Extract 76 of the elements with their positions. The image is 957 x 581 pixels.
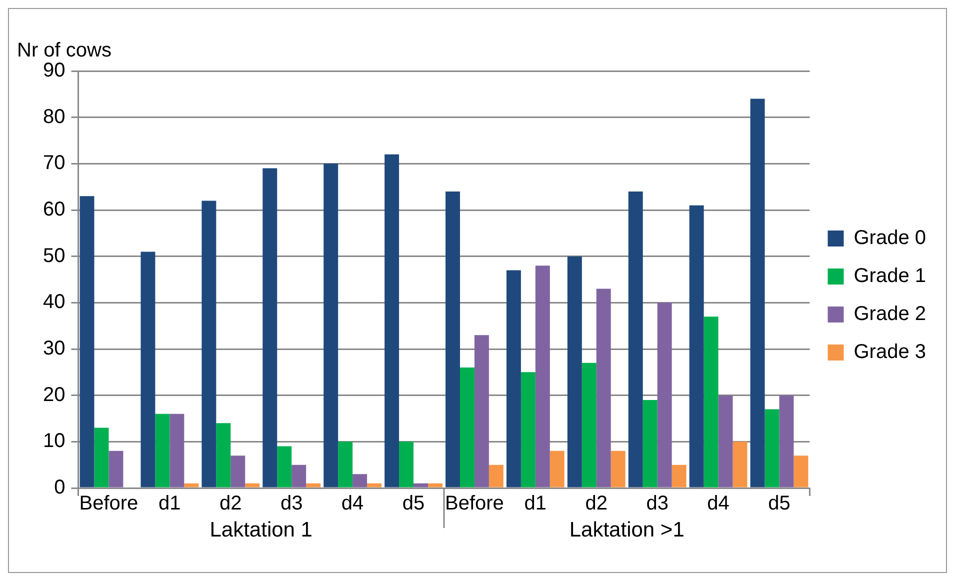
bar [108,450,124,488]
bar [535,266,550,488]
bar [155,414,170,488]
bar [446,191,460,488]
bar [352,474,368,488]
bar [460,368,474,488]
bar [474,335,489,488]
bar [764,409,780,488]
x-tick-label: Before [445,492,504,515]
bar [718,395,733,488]
y-tick-label: 50 [42,244,66,267]
text: Laktation 1 [210,518,312,542]
x-tick-label: Before [79,492,138,515]
bar [414,483,428,488]
legend-label: Grade 3 [854,341,926,364]
x-tick-label: d2 [220,492,242,515]
bar [94,428,109,488]
bar [277,446,292,488]
legend-label: Grade 2 [854,303,926,326]
text: Laktation >1 [569,518,684,542]
bar [689,205,704,488]
bar [567,256,582,488]
bar [292,464,306,488]
bar [338,442,353,488]
x-tick-label: d3 [646,492,668,515]
y-tick-label: 90 [42,60,66,82]
bar [506,270,521,488]
bar [657,302,672,488]
y-axis-title: Nr of cows [17,40,112,62]
bar [262,168,278,488]
bar [324,164,338,488]
bar [582,362,596,488]
bar [779,395,794,488]
bar [170,414,184,488]
bar [750,98,765,488]
bar [230,456,246,488]
bar [704,316,718,488]
bar [184,483,199,488]
bar [628,191,643,488]
bar [140,252,156,488]
y-tick-label: 20 [42,384,66,406]
x-tick-label: d3 [280,492,303,515]
bar [367,483,382,488]
x-tick-label: d4 [707,492,730,515]
bar [520,372,536,488]
y-tick-label: 80 [42,106,66,128]
y-tick-label: 60 [42,198,66,221]
bar [245,483,260,488]
bar [202,200,216,488]
bar [488,464,504,488]
bar [80,196,94,488]
y-tick-label: 10 [42,430,66,452]
bar [216,423,231,488]
bar [596,288,611,488]
legend-label: Grade 1 [854,265,926,288]
bar [550,450,564,488]
y-tick-label: 30 [42,338,66,360]
bar [732,442,748,488]
bar [399,442,414,488]
bar [672,464,686,488]
bar [642,400,658,488]
x-tick-label: d2 [585,492,608,515]
x-tick-label: d1 [524,492,547,515]
y-tick-label: 70 [42,152,66,174]
legend-label: Grade 0 [854,227,926,250]
bar [428,483,442,488]
x-tick-label: d4 [341,492,364,515]
bar [384,154,400,488]
x-tick-label: d5 [402,492,425,515]
x-tick-label: d5 [768,492,790,515]
bar [306,483,321,488]
bar [610,450,626,488]
bar [794,456,808,488]
y-tick-label: 0 [54,476,66,499]
x-tick-label: d1 [158,492,181,515]
y-tick-label: 40 [42,291,66,314]
